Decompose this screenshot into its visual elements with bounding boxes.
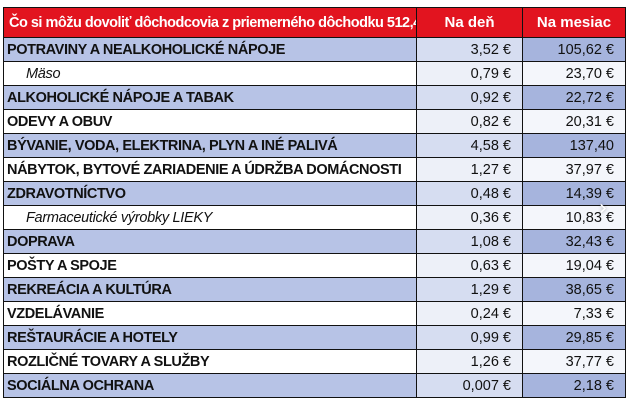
per-month-value: 105,62 € [522,37,626,62]
per-day-value: 0,92 € [416,85,523,110]
table-row: REŠTAURÁCIE A HOTELY 0,99 €29,85 € [3,325,626,350]
per-month-value: 2,18 € [522,373,626,398]
category-label: REKREÁCIA A KULTÚRA [3,277,417,302]
column-header-month: Na mesiac [522,7,626,38]
per-day-value: 1,08 € [416,229,523,254]
per-month-value: 14,39 € [522,181,626,206]
table-row: REKREÁCIA A KULTÚRA 1,29 €38,65 € [3,277,626,302]
column-header-day: Na deň [416,7,523,38]
table-row: SOCIÁLNA OCHRANA 0,007 €2,18 € [3,373,626,398]
per-day-value: 0,82 € [416,109,523,134]
table-body: POTRAVINY A NEALKOHOLICKÉ NÁPOJE 3,52 €10… [3,37,626,398]
table-row: BÝVANIE, VODA, ELEKTRINA, PLYN A INÉ PAL… [3,133,626,158]
category-label: POŠTY A SPOJE [3,253,417,278]
per-month-value: 7,33 € [522,301,626,326]
table-row: ODEVY A OBUV 0,82 €20,31 € [3,109,626,134]
category-label: ODEVY A OBUV [3,109,417,134]
table-row: POŠTY A SPOJE 0,63 €19,04 € [3,253,626,278]
per-month-value: 29,85 € [522,325,626,350]
table-row: ALKOHOLICKÉ NÁPOJE A TABAK 0,92 €22,72 € [3,85,626,110]
per-month-value: 37,97 € [522,157,626,182]
per-day-value: 1,27 € [416,157,523,182]
per-month-value: 22,72 € [522,85,626,110]
table-subrow: Mäso 0,79 €23,70 € [3,61,626,86]
per-day-value: 0,36 € [416,205,523,230]
category-label: SOCIÁLNA OCHRANA [3,373,417,398]
pension-budget-table: Čo si môžu dovoliť dôchodcovia z priemer… [3,7,626,398]
category-label: DOPRAVA [3,229,417,254]
per-month-value: 23,70 € [522,61,626,86]
per-day-value: 0,24 € [416,301,523,326]
table-row: NÁBYTOK, BYTOVÉ ZARIADENIE A ÚDRŽBA DOMÁ… [3,157,626,182]
category-label: BÝVANIE, VODA, ELEKTRINA, PLYN A INÉ PAL… [3,133,417,158]
per-day-value: 1,26 € [416,349,523,374]
chevron-right-icon[interactable]: › [598,196,608,221]
per-month-value: 20,31 € [522,109,626,134]
per-day-value: 4,58 € [416,133,523,158]
per-month-value: 37,77 € [522,349,626,374]
per-day-value: 0,63 € [416,253,523,278]
table-row: POTRAVINY A NEALKOHOLICKÉ NÁPOJE 3,52 €10… [3,37,626,62]
category-label: ROZLIČNÉ TOVARY A SLUŽBY [3,349,417,374]
category-label: Mäso [3,61,417,86]
table-subrow: Farmaceutické výrobky LIEKY 0,36 €10,83 € [3,205,626,230]
category-label: REŠTAURÁCIE A HOTELY [3,325,417,350]
per-month-value: 38,65 € [522,277,626,302]
header-row: Čo si môžu dovoliť dôchodcovia z priemer… [3,7,626,38]
category-label: ALKOHOLICKÉ NÁPOJE A TABAK [3,85,417,110]
category-label: ZDRAVOTNÍCTVO [3,181,417,206]
category-label: VZDELÁVANIE [3,301,417,326]
per-month-value: 19,04 € [522,253,626,278]
per-day-value: 1,29 € [416,277,523,302]
per-month-value: 137,40 [522,133,626,158]
per-day-value: 0,79 € [416,61,523,86]
per-day-value: 3,52 € [416,37,523,62]
table-row: ROZLIČNÉ TOVARY A SLUŽBY 1,26 €37,77 € [3,349,626,374]
category-label: Farmaceutické výrobky LIEKY [3,205,417,230]
per-day-value: 0,99 € [416,325,523,350]
per-day-value: 0,007 € [416,373,523,398]
table-row: VZDELÁVANIE 0,24 €7,33 € [3,301,626,326]
category-label: POTRAVINY A NEALKOHOLICKÉ NÁPOJE [3,37,417,62]
per-day-value: 0,48 € [416,181,523,206]
table-row: ZDRAVOTNÍCTVO 0,48 €14,39 € [3,181,626,206]
table-title: Čo si môžu dovoliť dôchodcovia z priemer… [3,7,417,38]
table-header: Čo si môžu dovoliť dôchodcovia z priemer… [3,7,626,38]
per-month-value: 32,43 € [522,229,626,254]
category-label: NÁBYTOK, BYTOVÉ ZARIADENIE A ÚDRŽBA DOMÁ… [3,157,417,182]
table-row: DOPRAVA 1,08 €32,43 € [3,229,626,254]
